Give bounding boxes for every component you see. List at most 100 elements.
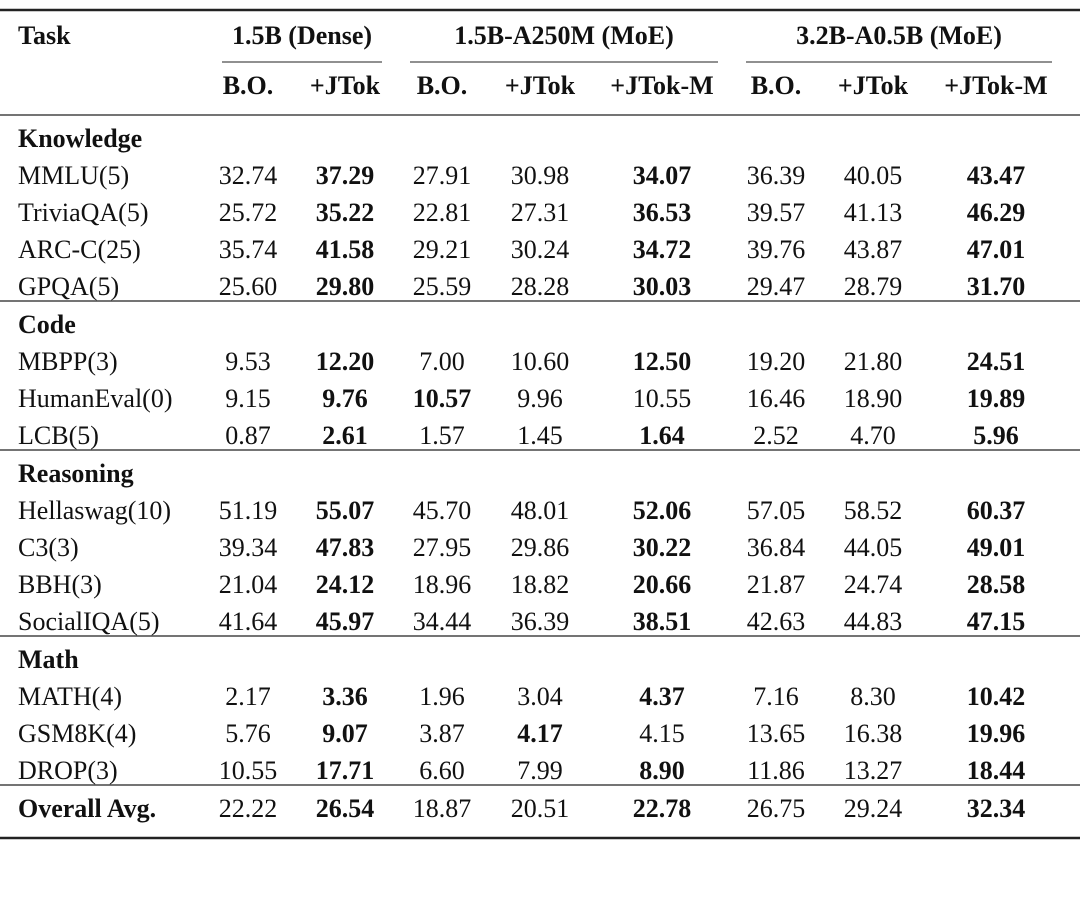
cell-value: 7.00: [419, 347, 465, 376]
cell-value: 9.07: [322, 719, 368, 748]
column-header: +JTok-M: [944, 71, 1047, 100]
cell-value: 22.78: [633, 794, 692, 823]
cell-value: 29.47: [747, 272, 806, 301]
section-title: Code: [18, 310, 76, 339]
cell-value: 38.51: [633, 607, 692, 636]
task-name: SocialIQA(5): [18, 607, 160, 636]
cell-value: 49.01: [967, 533, 1026, 562]
cell-value: 34.44: [413, 607, 472, 636]
column-header: +JTok: [310, 71, 381, 100]
cell-value: 46.29: [967, 198, 1026, 227]
column-header: +JTok: [505, 71, 576, 100]
column-header: +JTok-M: [610, 71, 713, 100]
task-name: LCB(5): [18, 421, 99, 450]
cell-value: 27.31: [511, 198, 570, 227]
cell-value: 17.71: [316, 756, 375, 785]
cell-value: 40.05: [844, 161, 903, 190]
cell-value: 43.47: [967, 161, 1026, 190]
cell-value: 7.16: [753, 682, 799, 711]
cell-value: 10.57: [413, 384, 472, 413]
cell-value: 10.55: [633, 384, 692, 413]
cell-value: 28.58: [967, 570, 1026, 599]
cell-value: 12.20: [316, 347, 375, 376]
cell-value: 58.52: [844, 496, 903, 525]
task-name: TriviaQA(5): [18, 198, 148, 227]
section-title: Knowledge: [18, 124, 142, 153]
cell-value: 25.60: [219, 272, 278, 301]
cell-value: 47.83: [316, 533, 375, 562]
cell-value: 4.37: [639, 682, 685, 711]
cell-value: 13.27: [844, 756, 903, 785]
cell-value: 36.39: [747, 161, 806, 190]
cell-value: 9.96: [517, 384, 563, 413]
cell-value: 10.42: [967, 682, 1026, 711]
cell-value: 4.70: [850, 421, 896, 450]
cell-value: 44.83: [844, 607, 903, 636]
cell-value: 27.95: [413, 533, 472, 562]
cell-value: 55.07: [316, 496, 375, 525]
column-header: B.O.: [223, 71, 274, 100]
cell-value: 25.72: [219, 198, 278, 227]
cell-value: 19.89: [967, 384, 1026, 413]
task-name: GPQA(5): [18, 272, 119, 301]
cell-value: 36.53: [633, 198, 692, 227]
cell-value: 18.44: [967, 756, 1026, 785]
cell-value: 9.76: [322, 384, 368, 413]
task-name: Hellaswag(10): [18, 496, 171, 525]
cell-value: 31.70: [967, 272, 1026, 301]
cell-value: 25.59: [413, 272, 472, 301]
cell-value: 32.74: [219, 161, 278, 190]
cell-value: 42.63: [747, 607, 806, 636]
cell-value: 34.72: [633, 235, 692, 264]
cell-value: 57.05: [747, 496, 806, 525]
section-title: Reasoning: [18, 459, 134, 488]
group-title: 1.5B (Dense): [232, 21, 372, 50]
cell-value: 26.54: [316, 794, 375, 823]
cell-value: 43.87: [844, 235, 903, 264]
cell-value: 35.74: [219, 235, 278, 264]
cell-value: 32.34: [967, 794, 1026, 823]
task-name: GSM8K(4): [18, 719, 136, 748]
cell-value: 39.34: [219, 533, 278, 562]
section-title: Math: [18, 645, 79, 674]
cell-value: 22.22: [219, 794, 278, 823]
cell-value: 41.64: [219, 607, 278, 636]
cell-value: 29.21: [413, 235, 472, 264]
cell-value: 20.51: [511, 794, 570, 823]
cell-value: 26.75: [747, 794, 806, 823]
cell-value: 41.13: [844, 198, 903, 227]
cell-value: 6.60: [419, 756, 465, 785]
task-name: C3(3): [18, 533, 79, 562]
group-title: 1.5B-A250M (MoE): [454, 21, 674, 50]
task-name: HumanEval(0): [18, 384, 173, 413]
cell-value: 21.04: [219, 570, 278, 599]
cell-value: 1.45: [517, 421, 563, 450]
cell-value: 30.22: [633, 533, 692, 562]
cell-value: 3.36: [322, 682, 368, 711]
cell-value: 48.01: [511, 496, 570, 525]
cell-value: 9.53: [225, 347, 271, 376]
cell-value: 39.57: [747, 198, 806, 227]
cell-value: 39.76: [747, 235, 806, 264]
cell-value: 60.37: [967, 496, 1026, 525]
cell-value: 29.86: [511, 533, 570, 562]
cell-value: 18.87: [413, 794, 472, 823]
cell-value: 21.80: [844, 347, 903, 376]
cell-value: 8.90: [639, 756, 685, 785]
cell-value: 22.81: [413, 198, 472, 227]
cell-value: 8.30: [850, 682, 896, 711]
cell-value: 5.96: [973, 421, 1019, 450]
cell-value: 24.12: [316, 570, 375, 599]
cell-value: 29.80: [316, 272, 375, 301]
cell-value: 28.28: [511, 272, 570, 301]
cell-value: 2.61: [322, 421, 368, 450]
cell-value: 44.05: [844, 533, 903, 562]
task-name: MBPP(3): [18, 347, 118, 376]
cell-value: 7.99: [517, 756, 563, 785]
cell-value: 18.82: [511, 570, 570, 599]
cell-value: 35.22: [316, 198, 375, 227]
cell-value: 3.87: [419, 719, 465, 748]
task-name: MATH(4): [18, 682, 122, 711]
